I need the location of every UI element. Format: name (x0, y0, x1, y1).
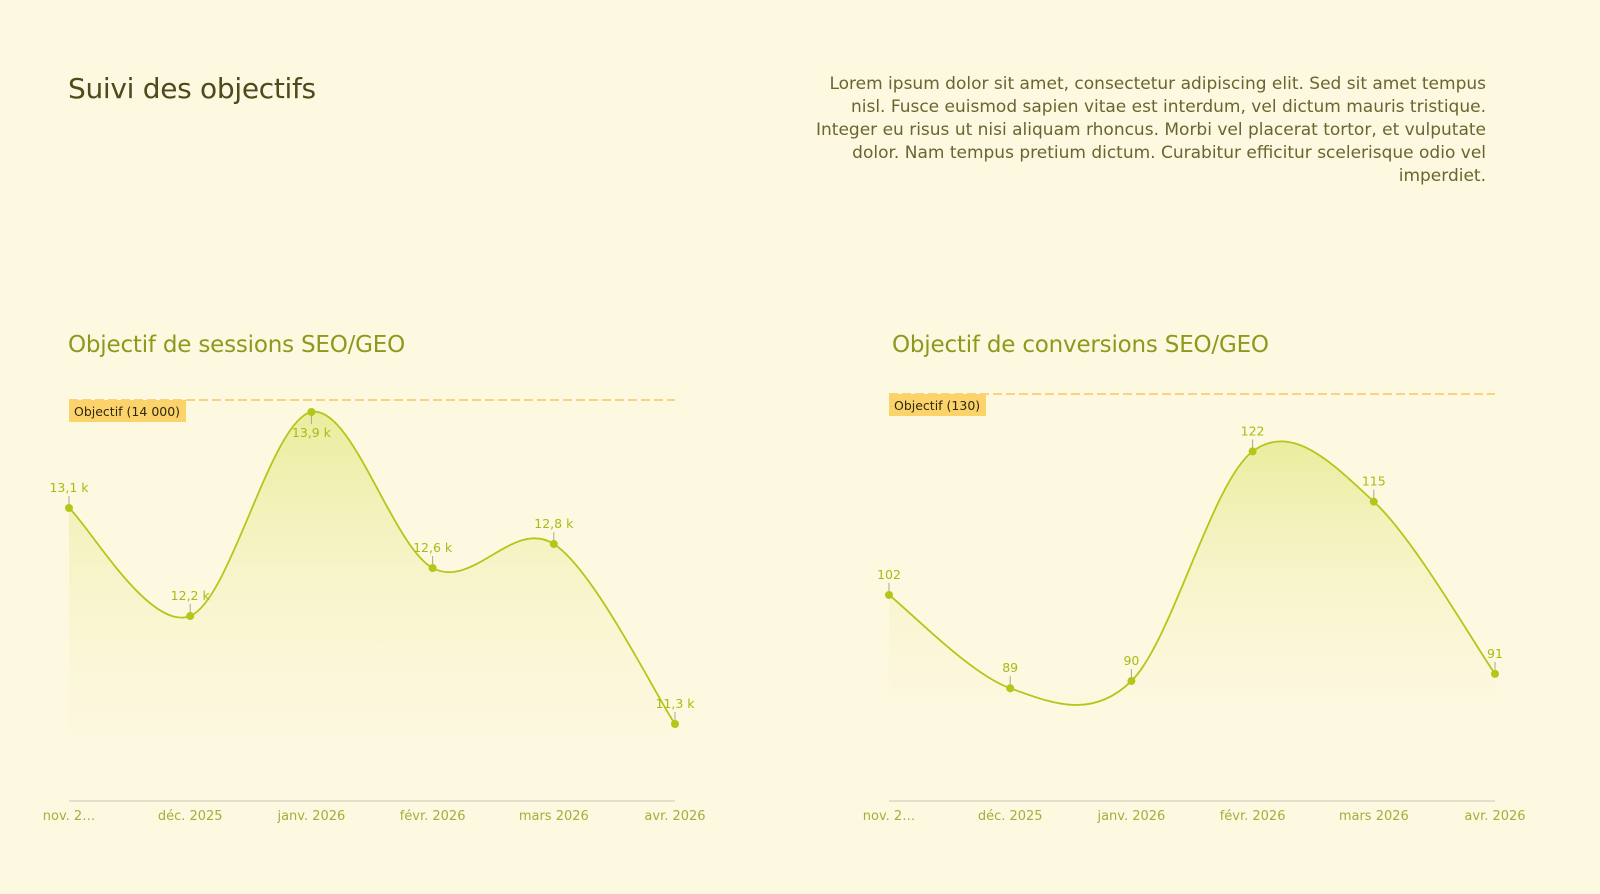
x-tick-label: avr. 2026 (1464, 809, 1525, 824)
data-label: 102 (877, 567, 901, 582)
data-point: 11,3 k (655, 696, 695, 728)
x-tick-label: janv. 2026 (276, 809, 345, 824)
point-marker (885, 590, 893, 599)
data-point: 12,2 k (171, 588, 211, 620)
data-point: 122 (1241, 423, 1265, 456)
data-label: 90 (1123, 653, 1139, 668)
data-label: 11,3 k (655, 696, 695, 711)
area-fill (69, 411, 675, 732)
data-point: 115 (1362, 474, 1386, 506)
data-point: 90 (1123, 653, 1139, 686)
data-label: 13,1 k (49, 480, 89, 495)
x-tick-label: févr. 2026 (1220, 809, 1286, 824)
x-tick-label: févr. 2026 (400, 809, 466, 824)
x-tick-label: janv. 2026 (1096, 809, 1165, 824)
point-marker (1369, 497, 1378, 506)
x-tick-label: déc. 2025 (978, 809, 1043, 824)
x-tick-label: mars 2026 (1339, 809, 1409, 824)
data-label: 122 (1241, 423, 1265, 438)
data-label: 89 (1002, 660, 1018, 675)
data-point: 13,9 k (292, 408, 332, 440)
data-point: 12,8 k (534, 516, 574, 548)
point-marker (307, 408, 316, 416)
area-fill (889, 441, 1495, 706)
data-point: 91 (1487, 646, 1503, 678)
data-point: 102 (877, 567, 901, 599)
data-label: 91 (1487, 646, 1503, 661)
x-tick-label: mars 2026 (519, 809, 589, 824)
point-marker (1248, 447, 1257, 456)
page-title: Suivi des objectifs (68, 72, 316, 105)
page-description: Lorem ipsum dolor sit amet, consectetur … (816, 74, 1486, 186)
x-tick-label: déc. 2025 (158, 809, 223, 824)
data-label: 12,2 k (171, 588, 211, 603)
point-marker (186, 612, 195, 620)
point-marker (428, 564, 437, 572)
goal-label: Objectif (130) (889, 394, 986, 416)
point-marker (1006, 684, 1015, 693)
data-label: 13,9 k (292, 425, 332, 440)
point-marker (549, 540, 558, 548)
data-label: 12,6 k (413, 540, 453, 555)
data-label: 12,8 k (534, 516, 574, 531)
point-marker (65, 504, 73, 512)
goal-label: Objectif (14 000) (69, 400, 186, 422)
sessions-chart: 13,1 k 12,2 k 13,9 k 12,6 k 12,8 k 11,3 k nov.… (43, 399, 706, 824)
x-tick-label: nov. 2… (43, 809, 95, 824)
conversions-chart-title: Objectif de conversions SEO/GEO (892, 332, 1269, 358)
data-label: 115 (1362, 474, 1386, 489)
data-point: 13,1 k (49, 480, 89, 512)
goal-label-text: Objectif (14 000) (74, 404, 180, 419)
series-line (68, 411, 676, 725)
point-marker (671, 720, 679, 728)
point-marker (1491, 669, 1499, 678)
x-tick-label: nov. 2… (863, 809, 915, 824)
goal-label-text: Objectif (130) (894, 398, 980, 413)
sessions-chart-title: Objectif de sessions SEO/GEO (68, 332, 406, 358)
x-tick-label: avr. 2026 (644, 809, 705, 824)
data-point: 89 (1002, 660, 1018, 693)
conversions-chart: 102 89 90 122 115 91 nov. 2… déc. 2025 janv. 202… (863, 393, 1526, 824)
data-point: 12,6 k (413, 540, 453, 572)
series-line (888, 440, 1496, 706)
point-marker (1127, 677, 1136, 686)
